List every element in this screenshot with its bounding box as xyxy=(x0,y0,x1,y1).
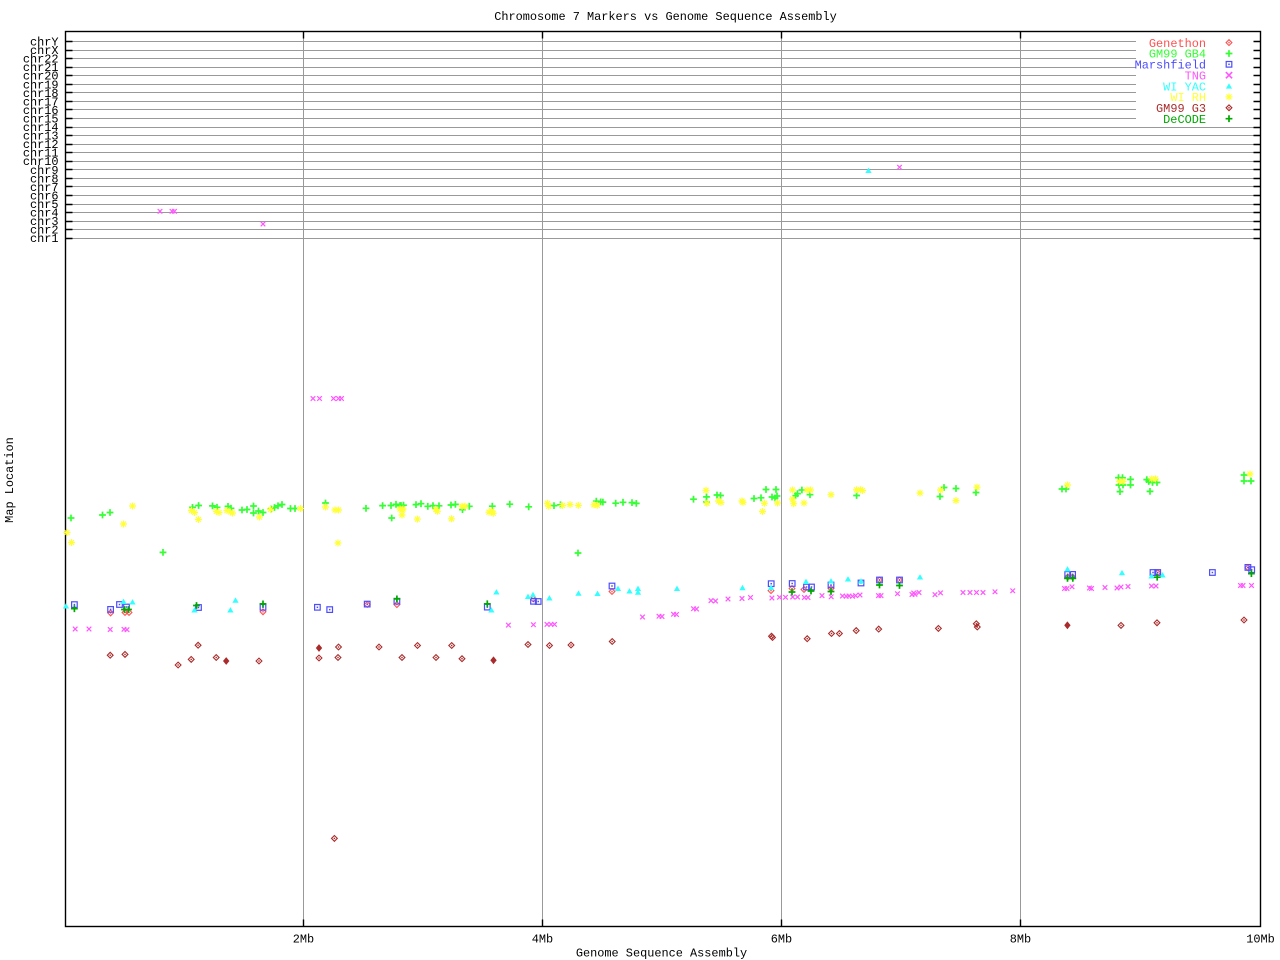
svg-text:chr10: chr10 xyxy=(23,155,59,169)
svg-text:chr11: chr11 xyxy=(23,147,59,161)
svg-text:Marshfield: Marshfield xyxy=(1135,59,1206,73)
svg-text:chr16: chr16 xyxy=(23,104,59,118)
svg-text:DeCODE: DeCODE xyxy=(1163,113,1206,127)
svg-text:4Mb: 4Mb xyxy=(532,933,553,947)
svg-text:chr6: chr6 xyxy=(30,190,59,204)
svg-text:chr17: chr17 xyxy=(23,95,59,109)
svg-text:chrY: chrY xyxy=(30,36,59,50)
svg-text:6Mb: 6Mb xyxy=(771,933,792,947)
svg-text:chr9: chr9 xyxy=(30,164,59,178)
svg-text:Genome Sequence Assembly: Genome Sequence Assembly xyxy=(576,947,747,960)
svg-text:chr1: chr1 xyxy=(30,232,59,246)
svg-text:chr20: chr20 xyxy=(23,70,59,84)
svg-text:chr3: chr3 xyxy=(30,215,59,229)
svg-text:8Mb: 8Mb xyxy=(1010,933,1031,947)
svg-text:chr14: chr14 xyxy=(23,121,59,135)
svg-text:chr21: chr21 xyxy=(23,61,59,75)
svg-text:Genethon: Genethon xyxy=(1149,37,1206,51)
svg-text:WI YAC: WI YAC xyxy=(1163,80,1206,94)
svg-text:chr18: chr18 xyxy=(23,87,59,101)
svg-text:10Mb: 10Mb xyxy=(1246,933,1275,947)
svg-text:chr13: chr13 xyxy=(23,130,59,144)
svg-text:GM99 G3: GM99 G3 xyxy=(1156,102,1206,116)
svg-text:TNG: TNG xyxy=(1185,69,1206,83)
svg-text:2Mb: 2Mb xyxy=(293,933,314,947)
svg-text:chrX: chrX xyxy=(30,44,59,58)
svg-text:chr12: chr12 xyxy=(23,138,59,152)
svg-text:chr7: chr7 xyxy=(30,181,59,195)
svg-text:chr4: chr4 xyxy=(30,207,59,221)
svg-text:chr2: chr2 xyxy=(30,224,59,238)
svg-text:Chromosome 7 Markers vs Genome: Chromosome 7 Markers vs Genome Sequence … xyxy=(494,10,837,24)
svg-text:GM99 GB4: GM99 GB4 xyxy=(1149,48,1206,62)
svg-text:chr8: chr8 xyxy=(30,172,59,186)
svg-text:chr15: chr15 xyxy=(23,113,59,127)
svg-text:chr19: chr19 xyxy=(23,78,59,92)
svg-text:Map Location: Map Location xyxy=(3,437,17,523)
svg-text:chr22: chr22 xyxy=(23,53,59,67)
svg-text:WI RH: WI RH xyxy=(1170,91,1206,105)
svg-text:chr5: chr5 xyxy=(30,198,59,212)
